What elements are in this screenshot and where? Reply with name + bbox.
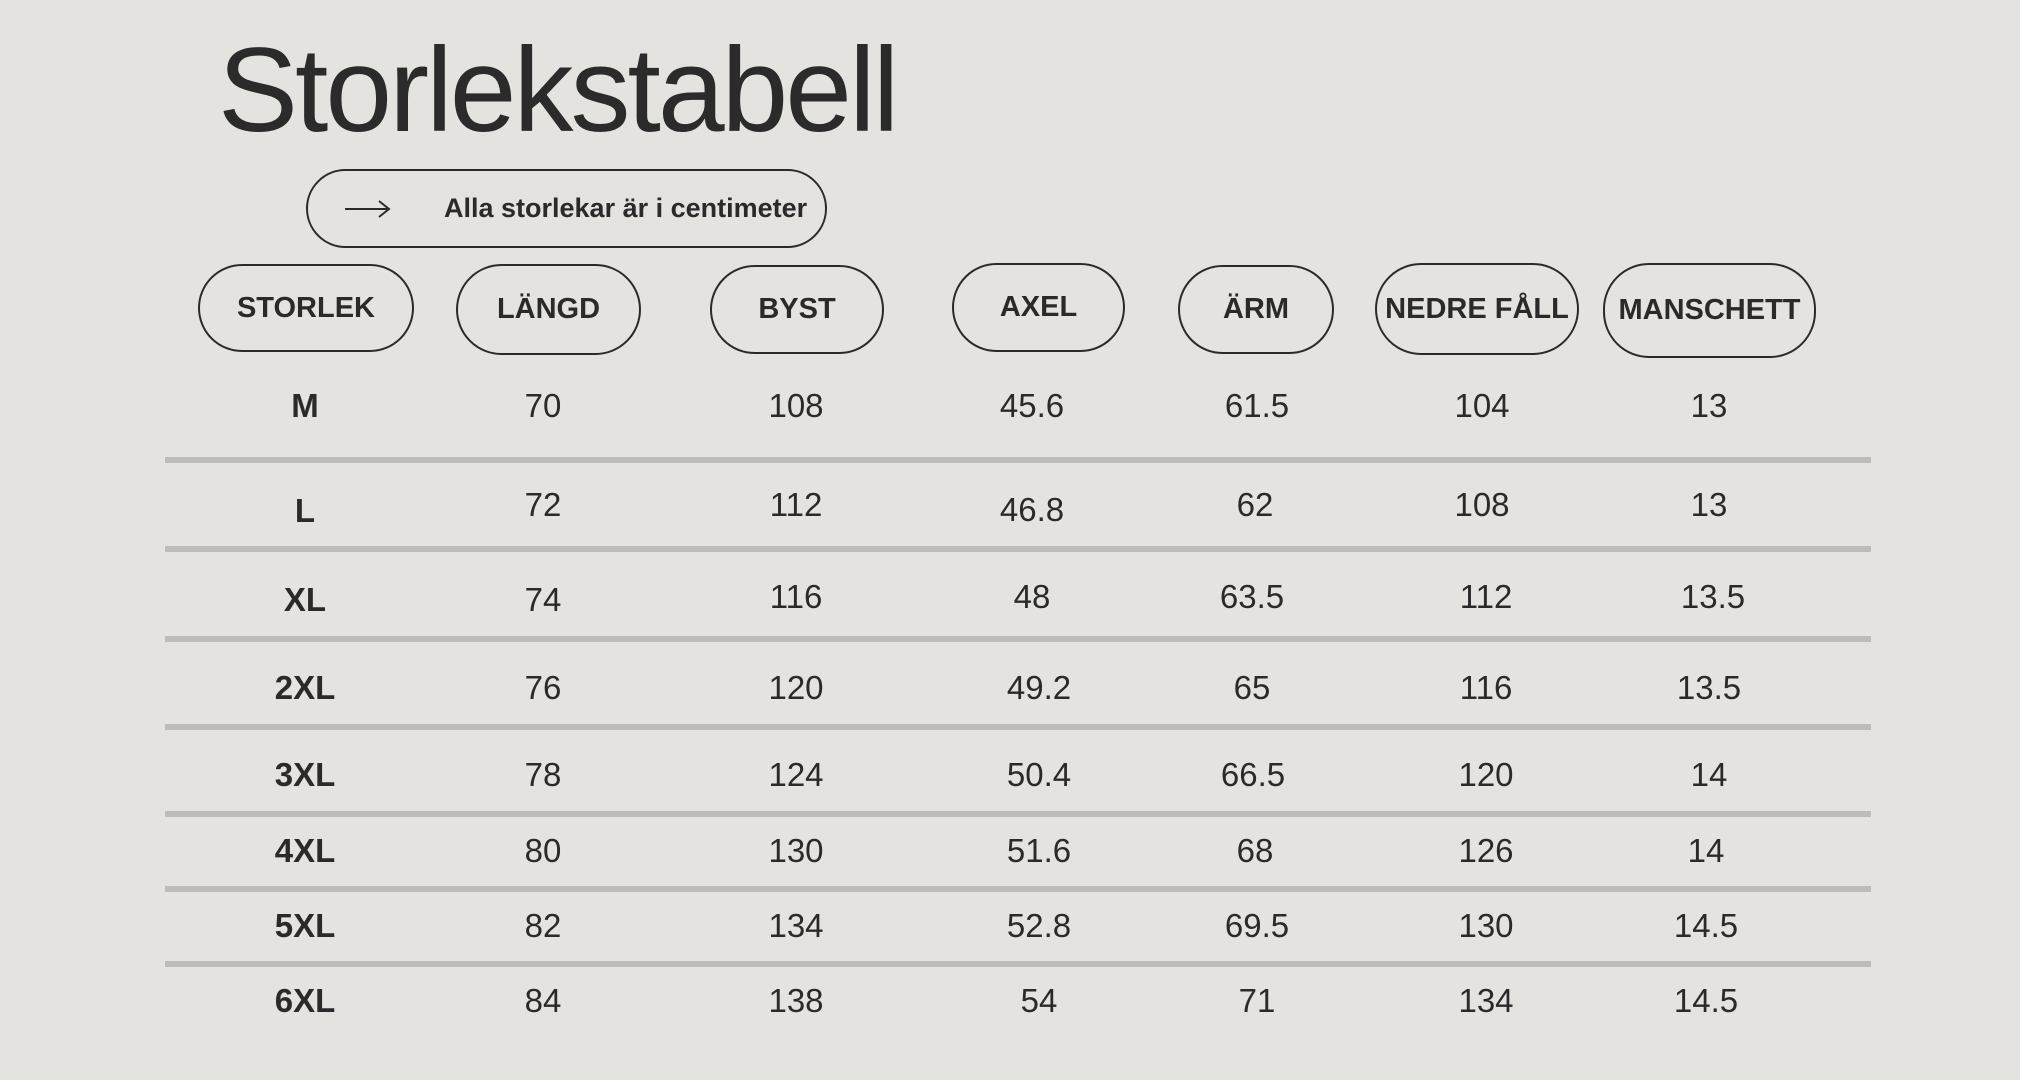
bust-cell: 138: [768, 982, 824, 1019]
shoulder-cell: 48: [1013, 578, 1051, 615]
table-row: 5XL 82 134 52.8 69.5 130 14.5: [0, 896, 2020, 956]
table-row: M 70 108 45.6 61.5 104 13: [0, 376, 2020, 436]
bust-cell: 120: [768, 669, 824, 706]
length-cell: 80: [524, 832, 562, 869]
row-divider: [165, 961, 1871, 967]
hem-cell: 116: [1459, 669, 1513, 706]
row-divider: [165, 886, 1871, 892]
sleeve-cell: 62: [1236, 486, 1274, 523]
row-divider: [165, 457, 1871, 463]
size-cell: 5XL: [274, 907, 336, 944]
sleeve-cell: 69.5: [1224, 907, 1290, 944]
table-row: XL 74 116 48 63.5 112 13.5: [0, 567, 2020, 627]
size-cell: 6XL: [274, 982, 336, 1019]
table-row: 6XL 84 138 54 71 134 14.5: [0, 971, 2020, 1031]
shoulder-cell: 46.8: [999, 491, 1065, 528]
length-cell: 72: [524, 486, 562, 523]
size-cell: 4XL: [274, 832, 336, 869]
row-divider: [165, 636, 1871, 642]
table-row: 4XL 80 130 51.6 68 126 14: [0, 821, 2020, 881]
page-title: Storlekstabell: [218, 23, 899, 157]
bust-cell: 112: [769, 486, 823, 523]
length-cell: 78: [524, 756, 562, 793]
cuff-cell: 14: [1690, 756, 1728, 793]
arrow-right-icon: [345, 199, 391, 218]
hem-cell: 104: [1454, 387, 1510, 424]
cuff-cell: 13: [1690, 387, 1728, 424]
sleeve-cell: 66.5: [1220, 756, 1286, 793]
bust-cell: 134: [768, 907, 824, 944]
row-divider: [165, 724, 1871, 730]
hem-cell: 108: [1454, 486, 1510, 523]
header-arm: ÄRM: [1178, 265, 1334, 354]
shoulder-cell: 51.6: [1006, 832, 1072, 869]
cuff-cell: 14.5: [1673, 907, 1739, 944]
shoulder-cell: 52.8: [1006, 907, 1072, 944]
length-cell: 70: [524, 387, 562, 424]
header-langd: LÄNGD: [456, 264, 641, 355]
sleeve-cell: 61.5: [1224, 387, 1290, 424]
size-cell: XL: [283, 581, 327, 618]
table-row: 2XL 76 120 49.2 65 116 13.5: [0, 658, 2020, 718]
row-divider: [165, 811, 1871, 817]
units-note: Alla storlekar är i centimeter: [306, 169, 827, 248]
header-byst: BYST: [710, 265, 884, 354]
hem-cell: 112: [1459, 578, 1513, 615]
sleeve-cell: 63.5: [1219, 578, 1285, 615]
table-row: L 72 112 46.8 62 108 13: [0, 475, 2020, 535]
bust-cell: 108: [768, 387, 824, 424]
shoulder-cell: 54: [1020, 982, 1058, 1019]
hem-cell: 120: [1458, 756, 1514, 793]
bust-cell: 130: [768, 832, 824, 869]
size-cell: L: [294, 492, 316, 529]
size-cell: M: [291, 387, 319, 424]
sleeve-cell: 65: [1233, 669, 1271, 706]
cuff-cell: 14: [1687, 832, 1725, 869]
header-storlek: STORLEK: [198, 264, 414, 352]
hem-cell: 134: [1458, 982, 1514, 1019]
shoulder-cell: 45.6: [999, 387, 1065, 424]
length-cell: 74: [524, 581, 562, 618]
bust-cell: 124: [768, 756, 824, 793]
cuff-cell: 14.5: [1673, 982, 1739, 1019]
header-axel: AXEL: [952, 263, 1125, 352]
header-nedre-fall: NEDRE FÅLL: [1375, 263, 1579, 355]
hem-cell: 126: [1458, 832, 1514, 869]
table-row: 3XL 78 124 50.4 66.5 120 14: [0, 745, 2020, 805]
row-divider: [165, 546, 1871, 552]
cuff-cell: 13: [1690, 486, 1728, 523]
units-note-text: Alla storlekar är i centimeter: [444, 193, 808, 223]
hem-cell: 130: [1458, 907, 1514, 944]
bust-cell: 116: [769, 578, 823, 615]
header-manschett: MANSCHETT: [1603, 263, 1816, 358]
cuff-cell: 13.5: [1676, 669, 1742, 706]
size-cell: 2XL: [274, 669, 336, 706]
length-cell: 82: [524, 907, 562, 944]
length-cell: 76: [524, 669, 562, 706]
shoulder-cell: 49.2: [1006, 669, 1072, 706]
shoulder-cell: 50.4: [1006, 756, 1072, 793]
length-cell: 84: [524, 982, 562, 1019]
size-cell: 3XL: [274, 756, 336, 793]
sleeve-cell: 68: [1236, 832, 1274, 869]
sleeve-cell: 71: [1238, 982, 1276, 1019]
cuff-cell: 13.5: [1680, 578, 1746, 615]
